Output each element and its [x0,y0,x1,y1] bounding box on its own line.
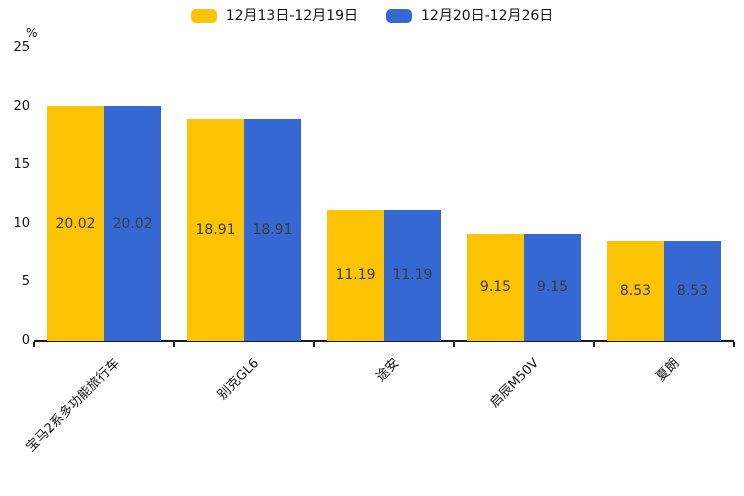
bar-week2: 8.53 [664,241,721,341]
bar-value-label: 20.02 [55,215,96,232]
x-axis-tick [593,342,595,347]
bar-week1: 9.15 [467,233,524,341]
bar-week1: 8.53 [607,241,664,341]
legend-swatch-week1-icon [190,9,217,23]
bar-week1: 18.91 [187,119,244,341]
legend-swatch-week2-icon [386,9,412,23]
legend-label-week1: 12月13日-12月19日 [225,8,358,24]
x-axis-tick [33,342,35,347]
x-category-label: 途安 [373,355,403,385]
y-tick-label: 15 [13,157,30,173]
bar-value-label: 9.15 [479,279,512,296]
bar-value-label: 9.15 [536,279,569,296]
bar-value-label: 18.91 [195,222,236,239]
bar-value-label: 8.53 [619,283,652,299]
y-tick-label: 10 [13,215,30,231]
x-axis-tick [453,342,455,347]
bar-value-label: 18.91 [252,222,293,239]
x-axis-line [34,340,734,342]
legend: 12月13日-12月19日 12月20日-12月26日 [0,9,744,23]
bar-week1: 11.19 [327,209,384,341]
legend-item-week2: 12月20日-12月26日 [386,9,553,23]
bar-value-label: 20.02 [112,215,153,232]
x-axis-tick [313,342,315,347]
y-tick-label: 25 [13,40,30,55]
x-category-label: 启辰M50V [487,355,543,411]
bar-value-label: 8.53 [676,283,709,299]
y-axis-unit-label: % [26,26,38,40]
y-tick-label: 20 [13,98,30,114]
bar-week1: 20.02 [47,106,104,341]
x-category-label: 别克GL6 [215,355,263,403]
y-tick-label: 5 [21,274,30,290]
bar-week2: 11.19 [384,209,441,341]
bar-week2: 20.02 [104,106,161,341]
bar-week2: 9.15 [524,233,581,341]
bar-value-label: 11.19 [335,267,376,284]
x-category-label: 宝马2系多功能旅行车 [23,355,123,456]
x-category-label: 夏朗 [653,355,683,385]
legend-label-week2: 12月20日-12月26日 [421,8,554,24]
y-tick-label: 0 [21,333,30,348]
x-axis-tick [173,342,175,347]
x-axis-tick [733,342,735,347]
bar-week2: 18.91 [244,119,301,341]
legend-item-week1: 12月13日-12月19日 [190,8,358,24]
bar-value-label: 11.19 [392,267,433,284]
